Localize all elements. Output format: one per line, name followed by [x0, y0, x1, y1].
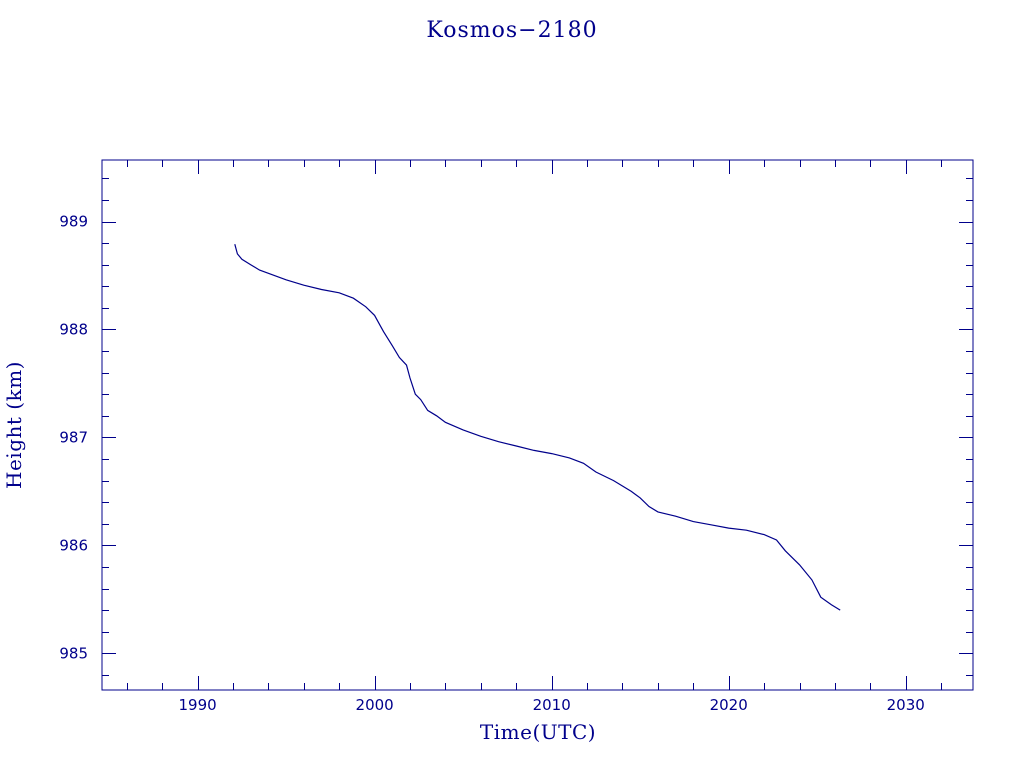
y-tick-label: 985: [59, 644, 88, 662]
x-tick-label: 2030: [887, 696, 925, 714]
ticks: [102, 160, 973, 690]
x-tick-label: 2020: [710, 696, 748, 714]
x-axis-label: Time(UTC): [480, 720, 596, 744]
y-tick-label: 988: [59, 320, 88, 338]
x-tick-label: 2010: [533, 696, 571, 714]
plot-frame: [101, 159, 974, 691]
y-axis-label: Height (km): [2, 361, 26, 489]
chart-title: Kosmos−2180: [426, 18, 597, 43]
x-tick-label: 2000: [356, 696, 394, 714]
series-line-height: [234, 244, 841, 611]
y-tick-label: 987: [59, 428, 88, 446]
tick-labels: 1990 2000 2010 2020 2030 985 986 987 988 989: [59, 213, 924, 714]
axes: [101, 159, 974, 691]
y-tick-label: 989: [59, 213, 88, 231]
x-tick-label: 1990: [179, 696, 217, 714]
y-tick-label: 986: [59, 536, 88, 554]
